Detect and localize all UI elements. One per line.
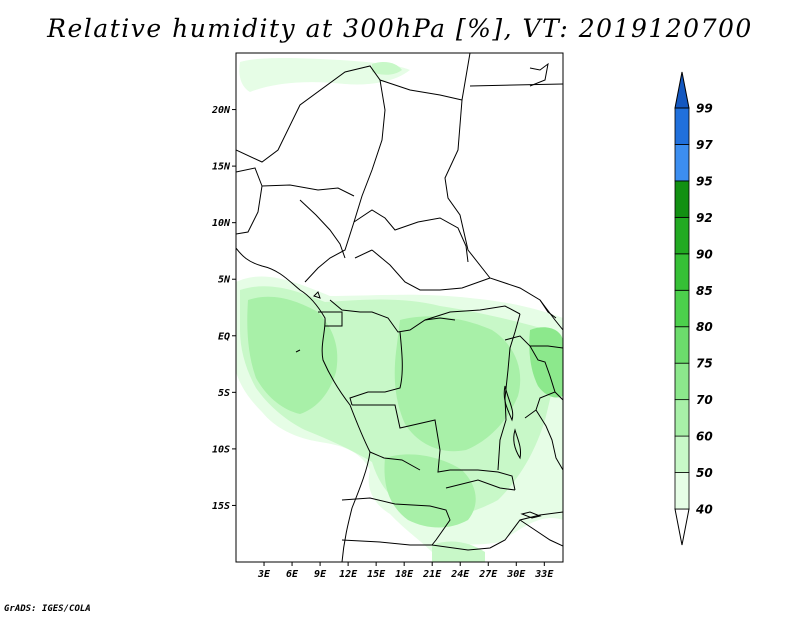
lon-tick-label: 33E [534, 569, 554, 580]
lon-tick-label: 15E [367, 569, 386, 580]
lat-tick-label: 20N [211, 105, 231, 116]
colorbar-segment [674, 253, 690, 291]
colorbar-segment [674, 216, 690, 255]
colorbar-label: 97 [696, 138, 713, 152]
lon-tick-label: 24E [450, 569, 470, 580]
humidity-area-core-east [394, 316, 521, 452]
colorbar-segment [674, 326, 690, 364]
colorbar-label: 85 [696, 284, 713, 298]
colorbar-segment [674, 472, 690, 510]
humidity-area-south-strip [432, 541, 485, 562]
lon-tick-label: 3E [257, 569, 271, 580]
colorbar-below-triangle [674, 508, 690, 546]
colorbar-segment [674, 435, 690, 473]
lon-tick-label: 12E [339, 569, 358, 580]
lat-tick-label: 5N [218, 275, 231, 286]
longitude-axis: 3E 6E 9E 12E 15E 18E 21E 24E 27E 30E 33E [257, 562, 554, 580]
lat-tick-label: EQ [218, 331, 230, 342]
colorbar-label: 80 [696, 320, 713, 334]
colorbar-label: 70 [696, 393, 713, 407]
colorbar-label: 90 [696, 247, 713, 261]
grads-credit: GrADS: IGES/COLA [4, 604, 91, 614]
lat-tick-label: 5S [218, 388, 230, 399]
colorbar-above-triangle [674, 71, 690, 109]
colorbar-segment [674, 362, 690, 401]
lon-tick-label: 9E [314, 569, 327, 580]
lat-tick-label: 15N [212, 162, 231, 173]
map-frame [235, 52, 564, 563]
lon-tick-label: 21E [422, 569, 442, 580]
colorbar-label: 50 [696, 466, 713, 480]
colorbar-segment [674, 107, 690, 145]
latitude-axis: 20N 15N 10N 5N EQ 5S 10S 15S [211, 105, 236, 512]
country-borders [236, 53, 563, 562]
lat-tick-label: 15S [212, 501, 230, 512]
colorbar-label: 92 [696, 211, 713, 225]
humidity-area-east-patch [529, 327, 563, 398]
lat-tick-label: 10S [212, 444, 230, 455]
lon-tick-label: 18E [395, 569, 414, 580]
humidity-area-north-inner [372, 62, 402, 75]
humidity-shading [236, 58, 563, 562]
colorbar-label: 95 [696, 174, 713, 188]
colorbar-label: 60 [696, 430, 713, 444]
humidity-area-core-south [384, 454, 476, 528]
colorbar-segment [674, 289, 690, 328]
lat-tick-label: 10N [212, 218, 231, 229]
lon-tick-label: 6E [286, 569, 299, 580]
humidity-area-core-west [247, 296, 338, 414]
lon-tick-label: 30E [506, 569, 526, 580]
colorbar-label: 75 [696, 357, 713, 371]
colorbar-segment [674, 180, 690, 218]
colorbar-label: 40 [695, 503, 713, 517]
chart-title: Relative humidity at 300hPa [%], VT: 201… [47, 14, 753, 43]
lon-tick-label: 27E [478, 569, 498, 580]
colorbar-segment [674, 399, 690, 437]
colorbar-segment [674, 144, 690, 182]
colorbar-label: 99 [696, 102, 713, 116]
colorbar: 40 50 60 70 75 80 85 90 92 95 97 99 [674, 71, 713, 546]
